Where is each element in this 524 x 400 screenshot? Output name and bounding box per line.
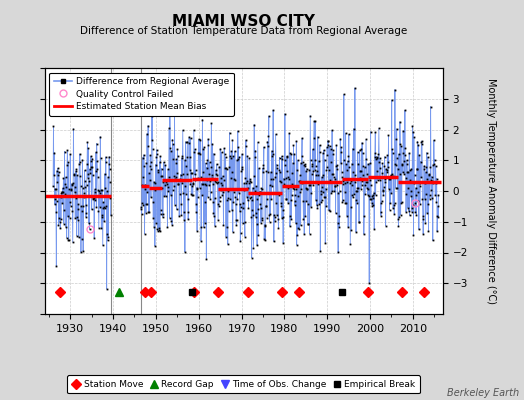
Legend: Difference from Regional Average, Quality Control Failed, Estimated Station Mean: Difference from Regional Average, Qualit… xyxy=(49,72,234,116)
Text: MIAMI WSO CITY: MIAMI WSO CITY xyxy=(172,14,315,29)
Y-axis label: Monthly Temperature Anomaly Difference (°C): Monthly Temperature Anomaly Difference (… xyxy=(486,78,496,304)
Legend: Station Move, Record Gap, Time of Obs. Change, Empirical Break: Station Move, Record Gap, Time of Obs. C… xyxy=(68,376,420,394)
Text: Berkeley Earth: Berkeley Earth xyxy=(446,388,519,398)
Text: Difference of Station Temperature Data from Regional Average: Difference of Station Temperature Data f… xyxy=(80,26,407,36)
